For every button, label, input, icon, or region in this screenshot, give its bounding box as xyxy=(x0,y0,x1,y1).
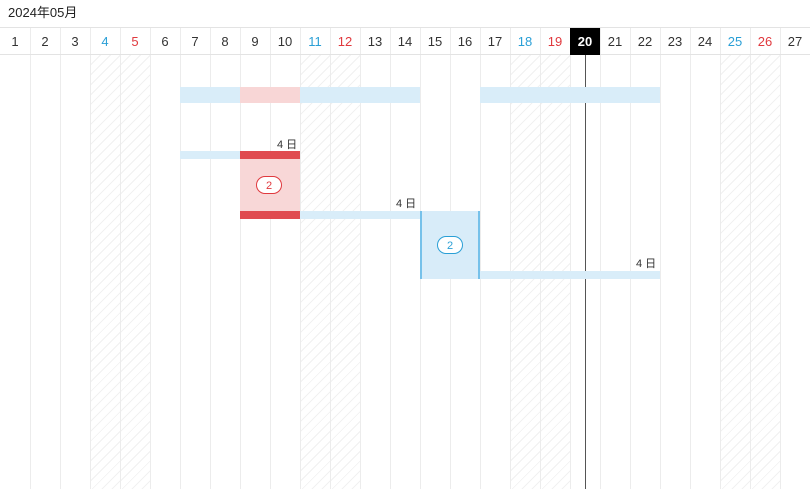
day-column-divider xyxy=(60,27,61,489)
day-header-cell[interactable]: 8 xyxy=(221,34,229,49)
day-column-divider xyxy=(360,27,361,489)
task-block-red[interactable]: 2 xyxy=(240,151,300,219)
task-count-badge: 2 xyxy=(437,236,463,254)
summary-bar-segment[interactable] xyxy=(480,87,660,103)
day-column-divider xyxy=(120,27,121,489)
day-header-cell[interactable]: 5 xyxy=(131,34,139,49)
day-column-divider xyxy=(540,27,541,489)
day-header-cell[interactable]: 24 xyxy=(697,34,713,49)
day-header-cell[interactable]: 19 xyxy=(547,34,563,49)
day-header-cell[interactable]: 16 xyxy=(457,34,473,49)
day-column-divider xyxy=(660,27,661,489)
summary-bar-segment[interactable] xyxy=(180,87,240,103)
day-header-cell[interactable]: 7 xyxy=(191,34,199,49)
day-header-cell[interactable]: 17 xyxy=(487,34,503,49)
day-column-divider xyxy=(690,27,691,489)
day-column-divider xyxy=(720,27,721,489)
summary-bar-segment[interactable] xyxy=(300,87,420,103)
day-header-cell[interactable]: 2 xyxy=(41,34,49,49)
day-header-cell[interactable]: 9 xyxy=(251,34,259,49)
day-header-cell[interactable]: 1 xyxy=(11,34,19,49)
day-header-cell[interactable]: 10 xyxy=(277,34,293,49)
day-column-divider xyxy=(90,27,91,489)
day-column-divider xyxy=(150,27,151,489)
day-column-divider xyxy=(480,27,481,489)
day-column-divider xyxy=(330,27,331,489)
day-header-cell[interactable]: 14 xyxy=(397,34,413,49)
day-header-cell[interactable]: 27 xyxy=(787,34,803,49)
duration-label: 4 日 xyxy=(636,258,657,270)
lead-bar xyxy=(180,151,240,159)
day-column-divider xyxy=(570,27,571,489)
day-header-cell[interactable]: 6 xyxy=(161,34,169,49)
day-header-cell[interactable]: 18 xyxy=(517,34,533,49)
day-header-cell[interactable]: 25 xyxy=(727,34,743,49)
day-column-divider xyxy=(510,27,511,489)
day-column-divider xyxy=(30,27,31,489)
day-header-cell[interactable]: 23 xyxy=(667,34,683,49)
duration-label: 4 日 xyxy=(277,139,298,151)
day-header-row: 1 2 3 4 5 6 7 8 9 10 11 12 13 14 15 16 17 18 19 20 21 22 23 24 2… xyxy=(0,27,810,55)
day-column-divider xyxy=(750,27,751,489)
day-header-cell[interactable]: 12 xyxy=(337,34,353,49)
day-header-cell[interactable]: 3 xyxy=(71,34,79,49)
task-count-badge: 2 xyxy=(256,176,282,194)
day-header-cell[interactable]: 15 xyxy=(427,34,443,49)
weekend-column-shading xyxy=(720,55,750,489)
day-column-divider xyxy=(270,27,271,489)
weekend-column-shading xyxy=(330,55,360,489)
task-block-blue[interactable]: 2 xyxy=(420,211,480,279)
day-header-cell[interactable]: 21 xyxy=(607,34,623,49)
weekend-column-shading xyxy=(90,55,120,489)
day-column-divider xyxy=(300,27,301,489)
day-column-divider xyxy=(180,27,181,489)
weekend-column-shading xyxy=(750,55,780,489)
day-header-cell[interactable]: 4 xyxy=(101,34,109,49)
day-column-divider xyxy=(600,27,601,489)
day-column-divider xyxy=(630,27,631,489)
day-column-divider xyxy=(780,27,781,489)
duration-label: 4 日 xyxy=(396,198,417,210)
lead-bar xyxy=(300,211,420,219)
day-column-divider xyxy=(240,27,241,489)
summary-bar-highlight[interactable] xyxy=(240,87,300,103)
day-header-cell[interactable]: 13 xyxy=(367,34,383,49)
day-header-cell[interactable]: 26 xyxy=(757,34,773,49)
day-header-cell[interactable]: 11 xyxy=(308,34,322,49)
weekend-column-shading xyxy=(300,55,330,489)
day-column-divider xyxy=(390,27,391,489)
trailing-bar xyxy=(480,271,660,279)
day-header-cell[interactable]: 20 xyxy=(570,28,600,55)
weekend-column-shading xyxy=(120,55,150,489)
day-column-divider xyxy=(210,27,211,489)
day-header-cell[interactable]: 22 xyxy=(637,34,653,49)
month-title: 2024年05月 xyxy=(8,5,78,20)
